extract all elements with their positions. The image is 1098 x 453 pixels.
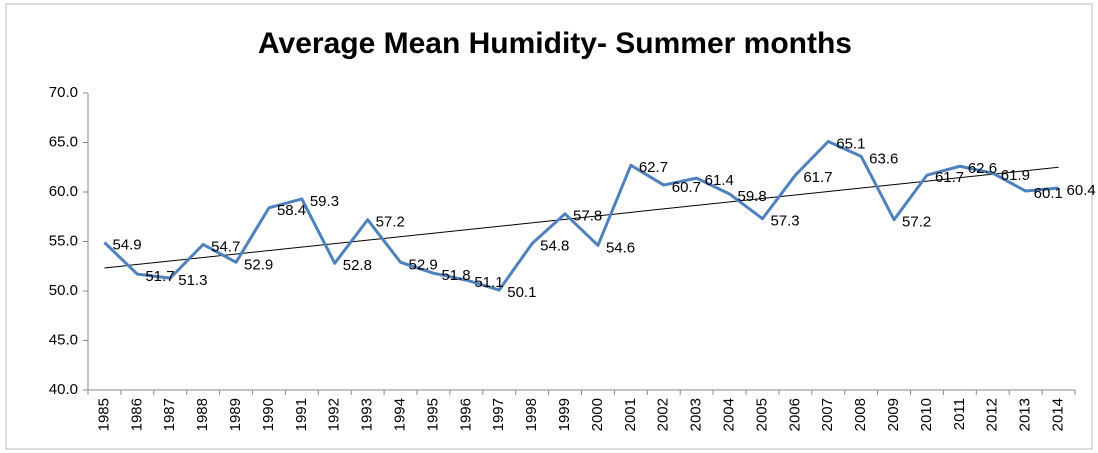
x-tick-label: 2009 [885,398,902,431]
x-tick-label: 2006 [786,398,803,431]
data-label: 52.8 [343,257,372,274]
x-tick-label: 1988 [194,398,211,431]
data-label: 52.9 [244,256,273,273]
data-label: 62.7 [639,159,668,176]
data-label: 52.9 [409,256,438,273]
x-tick-label: 1990 [260,398,277,431]
x-tick-label: 2008 [852,398,869,431]
data-label: 61.4 [705,172,734,189]
data-label: 59.8 [738,188,767,205]
x-tick-label: 2000 [589,398,606,431]
data-label: 57.8 [573,208,602,225]
x-tick-label: 1986 [128,398,145,431]
x-tick-label: 2013 [1017,398,1034,431]
data-label: 51.7 [145,268,174,285]
x-tick-label: 2010 [918,398,935,431]
x-tick-label: 2004 [721,398,738,431]
x-tick-label: 1985 [95,398,112,431]
x-tick-label: 1987 [161,398,178,431]
data-label: 60.7 [672,179,701,196]
data-label: 54.6 [606,239,635,256]
x-tick-label: 1994 [392,398,409,431]
data-label: 57.2 [902,214,931,231]
data-label: 61.7 [935,169,964,186]
y-tick-label: 50.0 [49,282,78,299]
x-tick-label: 1998 [523,398,540,431]
data-label: 51.8 [441,267,470,284]
data-label: 61.9 [1001,167,1030,184]
x-tick-label: 2014 [1050,398,1067,431]
y-tick-label: 60.0 [49,183,78,200]
x-tick-label: 2001 [622,398,639,431]
data-label: 54.8 [540,237,569,254]
data-label: 63.6 [869,150,898,167]
x-tick-label: 2002 [655,398,672,431]
data-label: 60.1 [1034,185,1063,202]
x-tick-label: 2007 [819,398,836,431]
y-tick-label: 45.0 [49,331,78,348]
data-label: 51.3 [178,272,207,289]
data-label: 58.4 [277,202,306,219]
x-tick-label: 1996 [457,398,474,431]
x-tick-label: 1989 [227,398,244,431]
data-label: 51.1 [474,274,503,291]
data-label: 54.7 [211,238,240,255]
data-label: 60.4 [1067,182,1096,199]
x-tick-label: 1999 [556,398,573,431]
y-tick-label: 40.0 [49,381,78,398]
x-tick-label: 1995 [424,398,441,431]
x-tick-label: 1997 [490,398,507,431]
data-line [103,140,1059,292]
data-label: 65.1 [836,135,865,152]
x-tick-label: 2011 [951,398,968,430]
chart-frame [5,3,1093,450]
data-label: 57.3 [770,213,799,230]
y-tick-label: 70.0 [49,84,78,101]
x-tick-label: 2012 [984,398,1001,431]
data-label: 50.1 [507,284,536,301]
data-label: 57.2 [376,214,405,231]
data-label: 62.6 [968,160,997,177]
x-tick-label: 2005 [753,398,770,431]
data-label: 54.9 [112,236,141,253]
data-label: 59.3 [310,193,339,210]
data-label: 61.7 [803,169,832,186]
y-tick-label: 65.0 [49,133,78,150]
x-tick-label: 1991 [293,398,310,431]
x-tick-label: 1993 [359,398,376,431]
chart-title: Average Mean Humidity- Summer months [258,27,852,60]
trend-line [104,166,1059,269]
y-tick-label: 55.0 [49,232,78,249]
x-tick-label: 2003 [688,398,705,431]
x-tick-label: 1992 [326,398,343,431]
